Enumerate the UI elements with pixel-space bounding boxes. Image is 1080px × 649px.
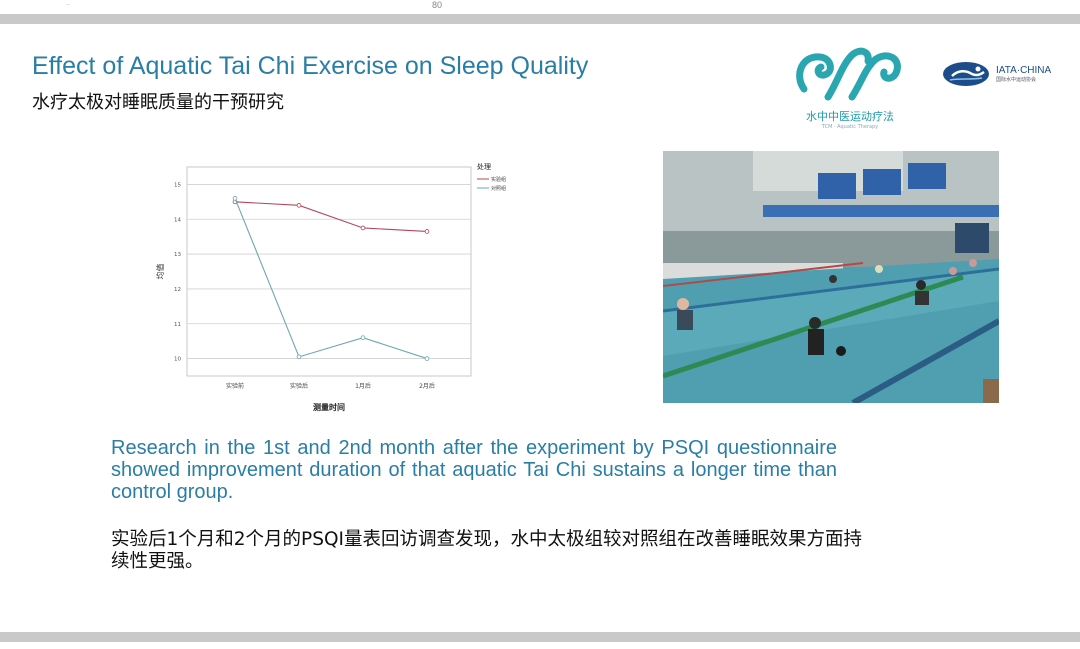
x-tick-label: 实验后 [290, 382, 308, 390]
y-tick-label: 13 [174, 252, 181, 258]
x-tick-label: 1月后 [355, 382, 371, 390]
aquatic-therapy-logo: 水中中医运动疗法 TCM · Aquatic Therapy [790, 45, 910, 135]
y-tick-label: 15 [174, 182, 181, 188]
data-point [424, 356, 430, 361]
series-line [234, 201, 428, 232]
x-tick-label: 实验前 [226, 382, 244, 390]
paragraph-chinese: 实验后1个月和2个月的PSQI量表回访调查发现，水中太极组较对照组在改善睡眠效果… [111, 529, 862, 572]
data-point [424, 229, 430, 234]
iata-china-logo: IATA·CHINA 国际水中运动协会 [942, 60, 1072, 90]
y-tick-label: 14 [174, 217, 181, 223]
legend-label: 实验组 [491, 176, 506, 183]
pool-photo [663, 151, 999, 403]
legend-label: 对照组 [491, 185, 506, 192]
data-point [360, 225, 366, 231]
legend-title: 处理 [477, 162, 491, 171]
wave-logo-icon [796, 47, 901, 101]
y-tick-label: 11 [174, 322, 181, 328]
series-line [234, 198, 428, 360]
page-number: 80 [431, 0, 442, 10]
logo-subcaption: TCM · Aquatic Therapy [821, 124, 879, 130]
data-point [296, 203, 302, 208]
x-axis-label: 测量时间 [313, 402, 345, 412]
y-axis-label: 均值 [155, 264, 165, 280]
data-point [296, 354, 302, 360]
iata-logo-text: IATA·CHINA [996, 65, 1052, 76]
data-point [232, 196, 238, 201]
y-tick-label: 12 [174, 287, 181, 293]
swimmer-badge-icon [943, 62, 989, 86]
plot-frame [186, 166, 472, 377]
iata-logo-subtitle: 国际水中运动协会 [996, 77, 1037, 83]
data-point [360, 335, 366, 340]
y-tick-label: 10 [174, 357, 181, 363]
top-divider-bar [0, 14, 1080, 24]
logo-caption: 水中中医运动疗法 [806, 110, 894, 123]
x-tick-label: 2月后 [419, 382, 435, 390]
slide-title-english: Effect of Aquatic Tai Chi Exercise on Sl… [32, 52, 589, 80]
slide-title-chinese: 水疗太极对睡眠质量的干预研究 [32, 92, 284, 113]
bottom-divider-bar [0, 632, 1080, 642]
paragraph-english: Research in the 1st and 2nd month after … [111, 437, 837, 503]
corner-mark: ·· [66, 2, 70, 9]
